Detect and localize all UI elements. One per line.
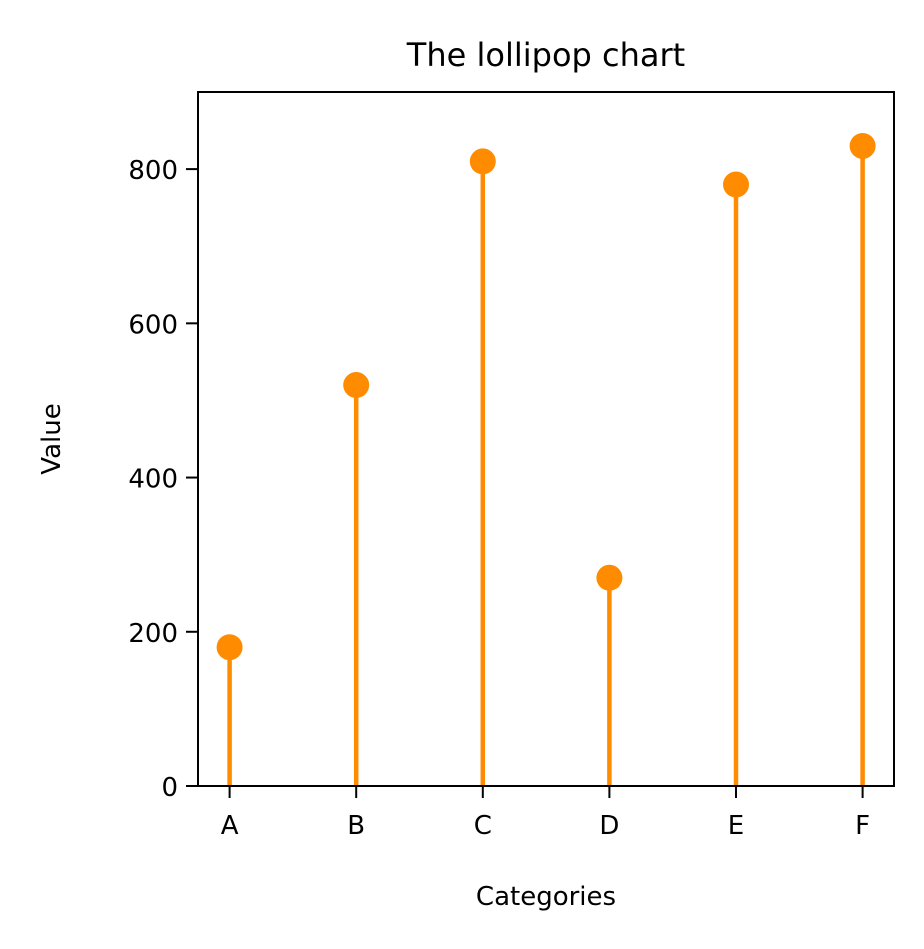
x-tick-label: F — [855, 811, 870, 841]
lollipop-head — [343, 372, 370, 399]
x-tick-label: D — [599, 811, 619, 841]
lollipop-head — [723, 171, 749, 198]
x-axis-ticks: A B C D E F — [221, 786, 870, 841]
y-tick-label: 0 — [161, 773, 178, 803]
y-tick-label: 200 — [128, 619, 178, 649]
y-tick-label: 800 — [128, 156, 178, 186]
y-axis-ticks: 0 200 400 600 800 — [128, 156, 198, 803]
x-tick-label: B — [347, 811, 365, 841]
x-tick-label: E — [728, 811, 744, 841]
lollipop-head — [849, 132, 876, 159]
lollipop-head — [216, 634, 243, 661]
lollipop-head — [596, 564, 623, 591]
y-axis-label: Value — [37, 403, 67, 474]
y-tick-label: 600 — [128, 310, 178, 340]
x-tick-label: A — [221, 811, 239, 841]
chart-title: The lollipop chart — [406, 36, 685, 74]
plot-frame — [197, 91, 895, 787]
lollipop-marks — [216, 132, 876, 786]
x-tick-label: C — [474, 811, 492, 841]
y-tick-label: 400 — [128, 465, 178, 495]
x-axis-label: Categories — [476, 882, 616, 912]
lollipop-head — [469, 148, 496, 175]
